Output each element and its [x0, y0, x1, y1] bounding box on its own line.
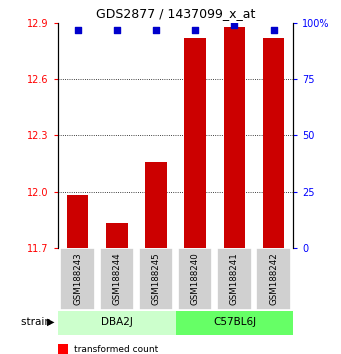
Point: [271, 27, 276, 33]
Bar: [139, 248, 173, 310]
Bar: [58, 344, 68, 354]
Text: GSM188243: GSM188243: [73, 252, 82, 305]
Point: [232, 22, 237, 28]
Text: GSM188241: GSM188241: [230, 252, 239, 305]
Bar: [256, 248, 291, 310]
Bar: [178, 248, 212, 310]
Text: GSM188240: GSM188240: [191, 252, 200, 305]
Bar: [263, 38, 284, 248]
Point: [192, 27, 198, 33]
Text: GSM188245: GSM188245: [151, 252, 161, 305]
Bar: [224, 27, 245, 248]
Bar: [145, 162, 167, 248]
Text: strain: strain: [21, 317, 55, 327]
Point: [75, 27, 80, 33]
Bar: [100, 248, 134, 310]
Bar: [184, 38, 206, 248]
Bar: [217, 248, 252, 310]
Text: transformed count: transformed count: [74, 344, 159, 354]
Bar: [60, 248, 95, 310]
Bar: [106, 223, 128, 248]
Text: GSM188244: GSM188244: [112, 252, 121, 305]
Bar: [176, 311, 293, 335]
Point: [114, 27, 119, 33]
Bar: [58, 311, 176, 335]
Point: [153, 27, 159, 33]
Title: GDS2877 / 1437099_x_at: GDS2877 / 1437099_x_at: [96, 7, 255, 21]
Text: GSM188242: GSM188242: [269, 252, 278, 305]
Bar: [67, 195, 88, 248]
Text: ▶: ▶: [47, 317, 55, 327]
Text: DBA2J: DBA2J: [101, 317, 133, 327]
Text: C57BL6J: C57BL6J: [213, 317, 256, 327]
